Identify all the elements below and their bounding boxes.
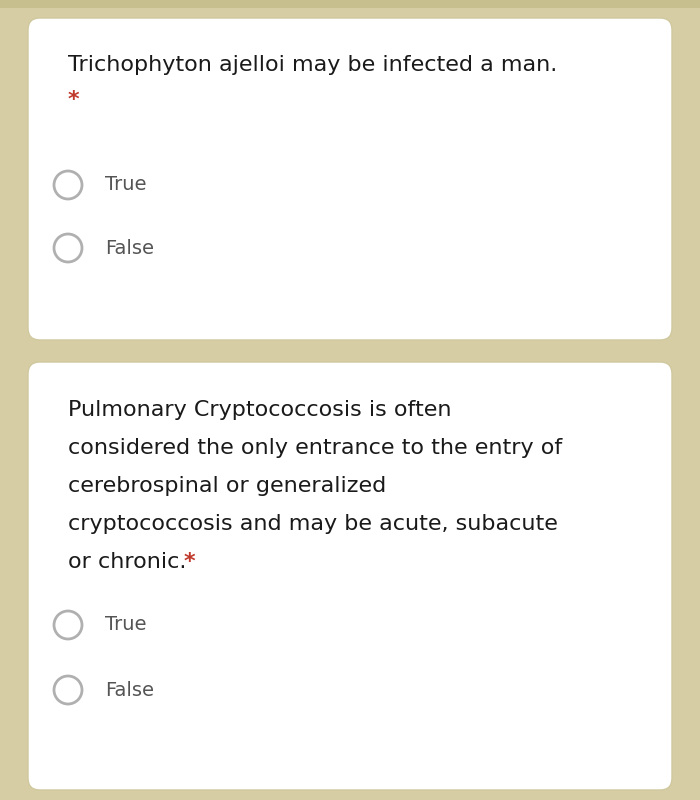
Text: Trichophyton ajelloi may be infected a man.: Trichophyton ajelloi may be infected a m… bbox=[68, 55, 557, 75]
Text: True: True bbox=[105, 615, 146, 634]
Text: considered the only entrance to the entry of: considered the only entrance to the entr… bbox=[68, 438, 562, 458]
FancyBboxPatch shape bbox=[28, 362, 672, 790]
Text: True: True bbox=[105, 175, 146, 194]
Text: False: False bbox=[105, 238, 154, 258]
Bar bbox=[0, 0, 700, 8]
Text: cryptococcosis and may be acute, subacute: cryptococcosis and may be acute, subacut… bbox=[68, 514, 558, 534]
Text: *: * bbox=[68, 90, 80, 110]
Text: *: * bbox=[184, 552, 195, 572]
Text: or chronic.: or chronic. bbox=[68, 552, 186, 572]
Text: Pulmonary Cryptococcosis is often: Pulmonary Cryptococcosis is often bbox=[68, 400, 452, 420]
Text: False: False bbox=[105, 681, 154, 699]
FancyBboxPatch shape bbox=[28, 18, 672, 340]
Text: cerebrospinal or generalized: cerebrospinal or generalized bbox=[68, 476, 386, 496]
